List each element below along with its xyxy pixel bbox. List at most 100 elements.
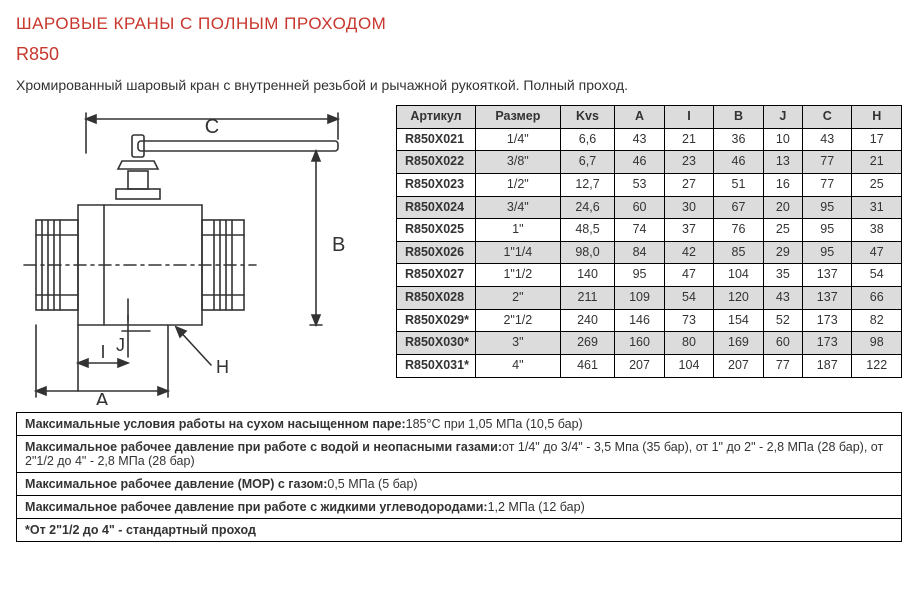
table-cell: 240	[560, 309, 615, 332]
dim-j-label: J	[116, 335, 125, 355]
table-cell: 3"	[475, 332, 560, 355]
table-cell: 12,7	[560, 173, 615, 196]
table-cell: 146	[615, 309, 664, 332]
note-row: Максимальное рабочее давление при работе…	[17, 496, 902, 519]
table-cell: 207	[714, 354, 763, 377]
table-cell: 104	[714, 264, 763, 287]
model-code: R850	[16, 44, 902, 65]
table-cell: 187	[803, 354, 852, 377]
notes-table: Максимальные условия работы на сухом нас…	[16, 412, 902, 542]
spec-table: АртикулРазмерKvsAIBJCH R850X0211/4"6,643…	[396, 105, 902, 378]
note-label: Максимальные условия работы на сухом нас…	[25, 417, 406, 431]
note-row: Максимальные условия работы на сухом нас…	[17, 413, 902, 436]
table-cell: 21	[664, 128, 713, 151]
table-cell: 31	[852, 196, 902, 219]
dim-a-label: A	[95, 390, 109, 405]
table-cell: 269	[560, 332, 615, 355]
col-header: J	[763, 106, 802, 129]
table-cell: 48,5	[560, 219, 615, 242]
table-cell: 25	[763, 219, 802, 242]
table-cell: 77	[763, 354, 802, 377]
note-text: 0,5 МПа (5 бар)	[327, 477, 417, 491]
valve-diagram: C	[16, 105, 384, 408]
table-cell: 211	[560, 287, 615, 310]
table-row: R850X0282"211109541204313766	[397, 287, 902, 310]
table-cell: 77	[803, 151, 852, 174]
table-cell: 84	[615, 241, 664, 264]
table-cell: 140	[560, 264, 615, 287]
table-cell: 160	[615, 332, 664, 355]
note-text: 185°C при 1,05 МПа (10,5 бар)	[406, 417, 583, 431]
table-cell: 43	[615, 128, 664, 151]
table-cell: R850X023	[397, 173, 476, 196]
table-cell: 82	[852, 309, 902, 332]
col-header: B	[714, 106, 763, 129]
table-cell: 169	[714, 332, 763, 355]
table-cell: 73	[664, 309, 713, 332]
table-cell: 16	[763, 173, 802, 196]
note-cell: *От 2"1/2 до 4" - стандартный проход	[17, 519, 902, 542]
table-cell: 6,6	[560, 128, 615, 151]
table-row: R850X0261"1/498,0844285299547	[397, 241, 902, 264]
table-row: R850X0271"1/214095471043513754	[397, 264, 902, 287]
note-cell: Максимальное рабочее давление (MOP) с га…	[17, 473, 902, 496]
table-cell: 95	[615, 264, 664, 287]
table-cell: R850X028	[397, 287, 476, 310]
table-row: R850X0223/8"6,7462346137721	[397, 151, 902, 174]
note-row: *От 2"1/2 до 4" - стандартный проход	[17, 519, 902, 542]
table-cell: 47	[852, 241, 902, 264]
table-cell: 98	[852, 332, 902, 355]
table-cell: 53	[615, 173, 664, 196]
table-cell: 85	[714, 241, 763, 264]
table-cell: R850X031*	[397, 354, 476, 377]
table-cell: 29	[763, 241, 802, 264]
spec-body: R850X0211/4"6,6432136104317R850X0223/8"6…	[397, 128, 902, 377]
col-header: A	[615, 106, 664, 129]
table-cell: 37	[664, 219, 713, 242]
table-cell: 20	[763, 196, 802, 219]
col-header: Размер	[475, 106, 560, 129]
note-row: Максимальное рабочее давление (MOP) с га…	[17, 473, 902, 496]
table-cell: 38	[852, 219, 902, 242]
table-cell: 154	[714, 309, 763, 332]
table-cell: 95	[803, 219, 852, 242]
table-cell: 80	[664, 332, 713, 355]
table-cell: 4"	[475, 354, 560, 377]
table-cell: R850X025	[397, 219, 476, 242]
table-cell: R850X021	[397, 128, 476, 151]
table-cell: 51	[714, 173, 763, 196]
table-cell: 43	[803, 128, 852, 151]
col-header: Артикул	[397, 106, 476, 129]
note-cell: Максимальное рабочее давление при работе…	[17, 496, 902, 519]
table-cell: 46	[714, 151, 763, 174]
table-cell: 461	[560, 354, 615, 377]
table-cell: 46	[615, 151, 664, 174]
table-cell: 109	[615, 287, 664, 310]
table-cell: 35	[763, 264, 802, 287]
note-label: Максимальное рабочее давление (MOP) с га…	[25, 477, 327, 491]
table-cell: 173	[803, 309, 852, 332]
table-row: R850X0231/2"12,7532751167725	[397, 173, 902, 196]
notes-body: Максимальные условия работы на сухом нас…	[17, 413, 902, 542]
table-row: R850X0243/4"24,6603067209531	[397, 196, 902, 219]
spec-header-row: АртикулРазмерKvsAIBJCH	[397, 106, 902, 129]
table-cell: 207	[615, 354, 664, 377]
col-header: I	[664, 106, 713, 129]
table-cell: 104	[664, 354, 713, 377]
table-cell: 42	[664, 241, 713, 264]
table-cell: R850X030*	[397, 332, 476, 355]
table-cell: 47	[664, 264, 713, 287]
table-cell: 95	[803, 196, 852, 219]
dim-c-label: C	[205, 116, 219, 138]
table-cell: 120	[714, 287, 763, 310]
col-header: Kvs	[560, 106, 615, 129]
table-cell: 3/8"	[475, 151, 560, 174]
table-cell: 54	[664, 287, 713, 310]
table-cell: 23	[664, 151, 713, 174]
table-cell: 66	[852, 287, 902, 310]
table-cell: 21	[852, 151, 902, 174]
table-cell: 67	[714, 196, 763, 219]
table-cell: 2"1/2	[475, 309, 560, 332]
table-cell: 10	[763, 128, 802, 151]
table-cell: 24,6	[560, 196, 615, 219]
